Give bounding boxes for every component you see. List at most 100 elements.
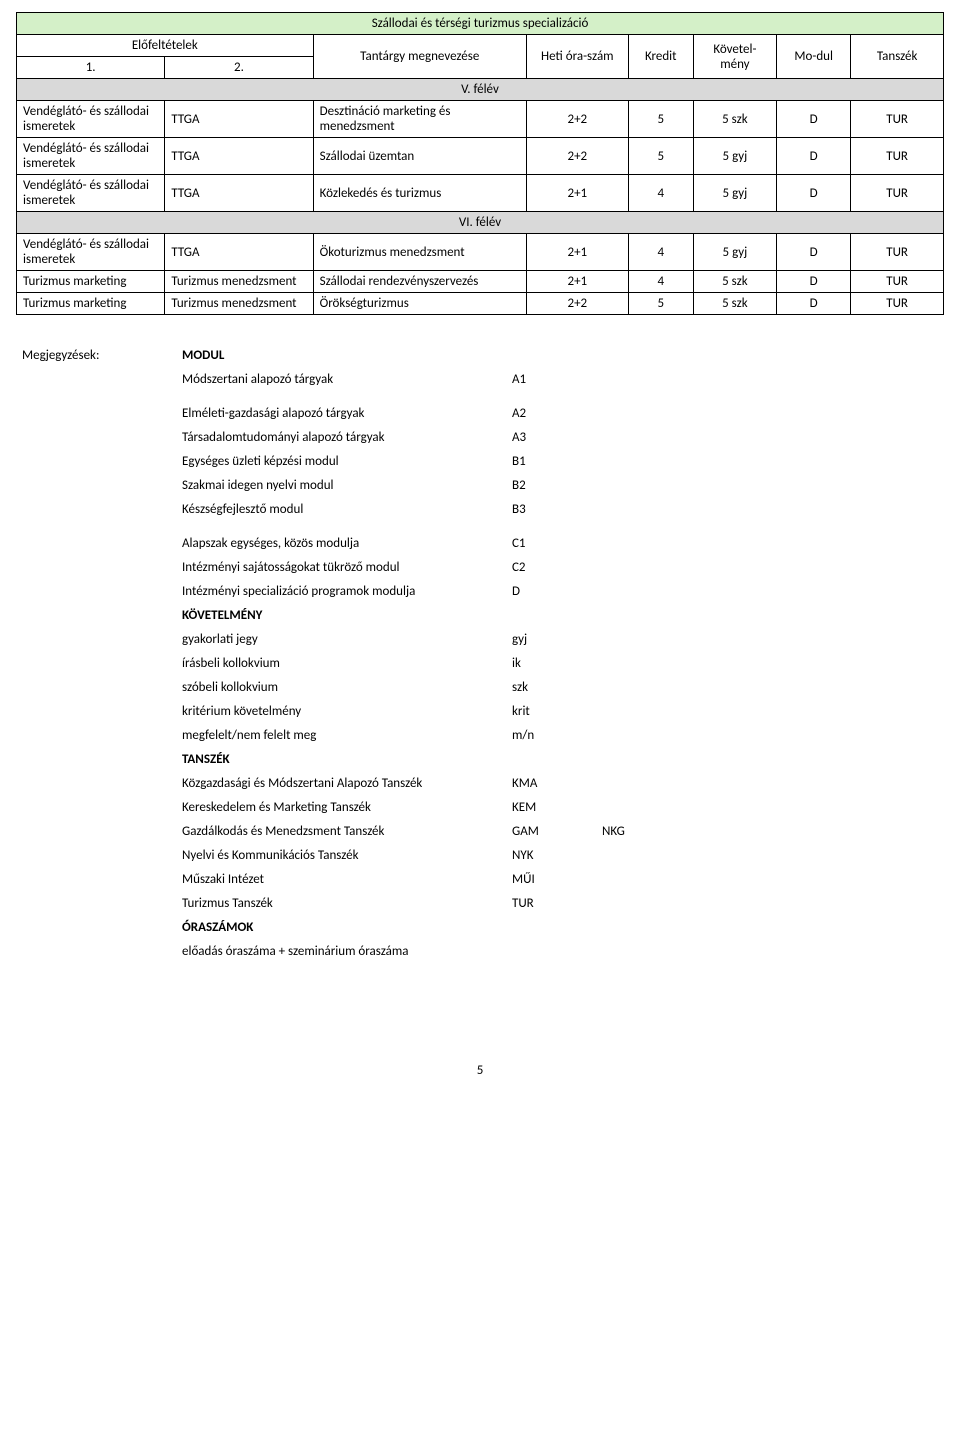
note-item: megfelelt/nem felelt meg (182, 723, 512, 747)
hdr-subject: Tantárgy megnevezése (313, 35, 526, 79)
page-number: 5 (16, 1063, 944, 1078)
notes-label: Megjegyzések: (22, 343, 182, 367)
note-extra (602, 843, 692, 867)
cell-prereq2: TTGA (165, 101, 313, 138)
note-item: Készségfejlesztő modul (182, 497, 512, 521)
note-code: m/n (512, 723, 602, 747)
cell-dept: TUR (851, 234, 944, 271)
cell-prereq2: Turizmus menedzsment (165, 293, 313, 315)
header-row-1: Előfeltételek Tantárgy megnevezése Heti … (17, 35, 944, 57)
cell-hours: 2+1 (526, 175, 628, 212)
table-row: Turizmus marketing Turizmus menedzsment … (17, 293, 944, 315)
cell-prereq2: Turizmus menedzsment (165, 271, 313, 293)
note-extra (602, 867, 692, 891)
note-code: NYK (512, 843, 602, 867)
note-code: D (512, 579, 602, 603)
cell-mod: D (777, 138, 851, 175)
note-item: Intézményi specializáció programok modul… (182, 579, 512, 603)
note-item: Gazdálkodás és Menedzsment Tanszék (182, 819, 512, 843)
note-item: Intézményi sajátosságokat tükröző modul (182, 555, 512, 579)
note-code: C1 (512, 531, 602, 555)
cell-req: 5 szk (693, 271, 776, 293)
table-row: Vendéglátó- és szállodai ismeretek TTGA … (17, 138, 944, 175)
cell-req: 5 szk (693, 101, 776, 138)
section-vi: VI. félév (17, 212, 944, 234)
cell-dept: TUR (851, 271, 944, 293)
cell-subject: Desztináció marketing és menedzsment (313, 101, 526, 138)
curriculum-table: Szállodai és térségi turizmus specializá… (16, 12, 944, 315)
note-code: ik (512, 651, 602, 675)
note-code: A3 (512, 425, 602, 449)
note-code: A1 (512, 367, 602, 391)
note-item: Elméleti-gazdasági alapozó tárgyak (182, 401, 512, 425)
note-item: írásbeli kollokvium (182, 651, 512, 675)
note-item: Műszaki Intézet (182, 867, 512, 891)
notes-section: Megjegyzések: MODUL Módszertani alapozó … (16, 343, 944, 963)
hdr-credit: Kredit (628, 35, 693, 79)
cell-subject: Szállodai rendezvényszervezés (313, 271, 526, 293)
cell-prereq1: Vendéglátó- és szállodai ismeretek (17, 101, 165, 138)
note-code: B3 (512, 497, 602, 521)
cell-prereq1: Turizmus marketing (17, 271, 165, 293)
note-item: szóbeli kollokvium (182, 675, 512, 699)
cell-hours: 2+2 (526, 101, 628, 138)
ora-head: ÓRASZÁMOK (182, 915, 512, 939)
cell-req: 5 szk (693, 293, 776, 315)
cell-prereq2: TTGA (165, 138, 313, 175)
cell-mod: D (777, 293, 851, 315)
table-title: Szállodai és térségi turizmus specializá… (17, 13, 944, 35)
cell-req: 5 gyj (693, 234, 776, 271)
note-code: KMA (512, 771, 602, 795)
hdr-hours: Heti óra-szám (526, 35, 628, 79)
cell-req: 5 gyj (693, 175, 776, 212)
note-item: Egységes üzleti képzési modul (182, 449, 512, 473)
cell-prereq1: Turizmus marketing (17, 293, 165, 315)
cell-req: 5 gyj (693, 138, 776, 175)
modul-head: MODUL (182, 343, 512, 367)
hdr-prereq: Előfeltételek (17, 35, 314, 57)
cell-dept: TUR (851, 293, 944, 315)
title-row: Szállodai és térségi turizmus specializá… (17, 13, 944, 35)
cell-prereq1: Vendéglátó- és szállodai ismeretek (17, 234, 165, 271)
table-row: Turizmus marketing Turizmus menedzsment … (17, 271, 944, 293)
note-item: Nyelvi és Kommunikációs Tanszék (182, 843, 512, 867)
cell-prereq1: Vendéglátó- és szállodai ismeretek (17, 138, 165, 175)
table-row: Vendéglátó- és szállodai ismeretek TTGA … (17, 175, 944, 212)
kov-head: KÖVETELMÉNY (182, 603, 512, 627)
ora-text: előadás óraszáma + szeminárium óraszáma (182, 939, 512, 963)
note-code: B1 (512, 449, 602, 473)
section-v: V. félév (17, 79, 944, 101)
cell-credit: 5 (628, 101, 693, 138)
note-code: szk (512, 675, 602, 699)
note-item: Módszertani alapozó tárgyak (182, 367, 512, 391)
note-item: Közgazdasági és Módszertani Alapozó Tans… (182, 771, 512, 795)
cell-credit: 4 (628, 175, 693, 212)
note-code: KEM (512, 795, 602, 819)
note-extra (602, 795, 692, 819)
cell-subject: Szállodai üzemtan (313, 138, 526, 175)
cell-mod: D (777, 234, 851, 271)
note-code: gyj (512, 627, 602, 651)
note-code: TUR (512, 891, 602, 915)
note-item: Alapszak egységes, közös modulja (182, 531, 512, 555)
note-code: MŰI (512, 867, 602, 891)
section-vi-label: VI. félév (17, 212, 944, 234)
tan-head: TANSZÉK (182, 747, 512, 771)
hdr-req: Követel-mény (693, 35, 776, 79)
hdr-dept: Tanszék (851, 35, 944, 79)
hdr-n2: 2. (165, 57, 313, 79)
cell-credit: 5 (628, 138, 693, 175)
cell-mod: D (777, 175, 851, 212)
note-code: A2 (512, 401, 602, 425)
note-item: Turizmus Tanszék (182, 891, 512, 915)
note-extra (602, 891, 692, 915)
cell-credit: 4 (628, 271, 693, 293)
cell-mod: D (777, 101, 851, 138)
cell-dept: TUR (851, 175, 944, 212)
notes-grid: Megjegyzések: MODUL Módszertani alapozó … (22, 343, 944, 963)
cell-prereq2: TTGA (165, 234, 313, 271)
note-item: kritérium követelmény (182, 699, 512, 723)
note-item: Társadalomtudományi alapozó tárgyak (182, 425, 512, 449)
note-code: B2 (512, 473, 602, 497)
cell-hours: 2+2 (526, 138, 628, 175)
